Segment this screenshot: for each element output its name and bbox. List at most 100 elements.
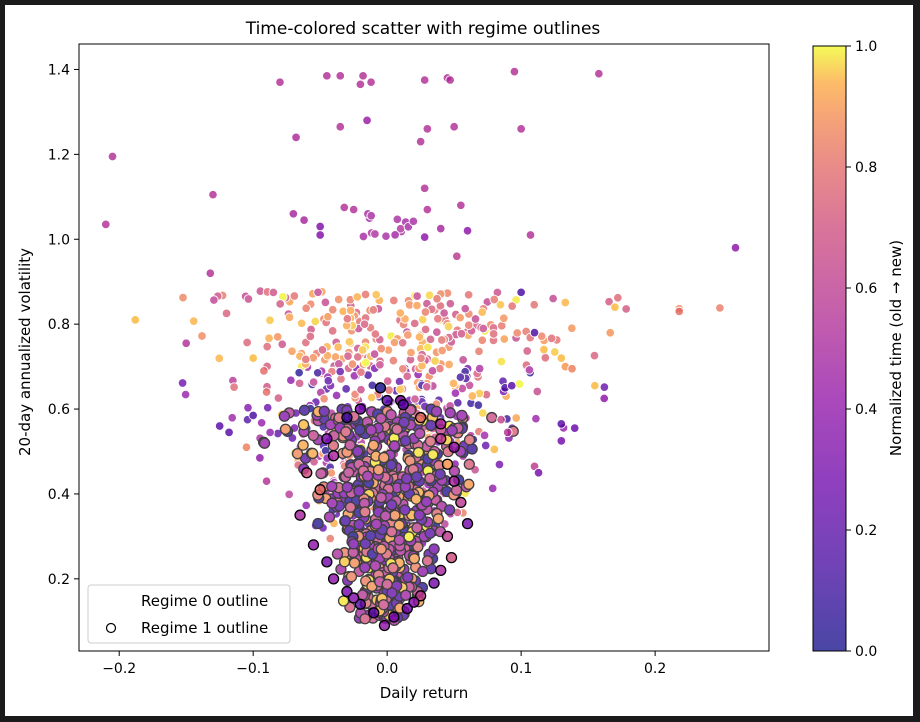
cloud-point: [589, 350, 600, 361]
colorbar-tick-label: 0.0: [855, 644, 877, 660]
data-point-regime-0: [569, 423, 580, 433]
cloud-point: [370, 329, 381, 339]
core-point: [375, 491, 387, 504]
core-point: [412, 541, 424, 553]
core-point: [369, 560, 382, 572]
cloud-point: [402, 371, 413, 381]
core-point: [339, 515, 351, 527]
core-point: [428, 543, 440, 555]
cloud-point: [369, 349, 380, 359]
cloud-point: [323, 376, 334, 386]
core-point: [367, 439, 380, 451]
data-point-regime-0: [275, 77, 285, 87]
core-point: [279, 423, 292, 435]
data-point-regime-0: [556, 419, 567, 429]
cloud-point: [335, 366, 345, 377]
cloud-point: [437, 345, 447, 356]
cloud-point: [410, 394, 420, 404]
cloud-point: [366, 210, 376, 221]
data-point-regime-1: [301, 467, 313, 479]
core-point: [297, 439, 309, 451]
cloud-point: [334, 359, 344, 369]
cloud-point: [715, 303, 725, 313]
cloud-point: [532, 386, 543, 397]
cloud-point: [496, 356, 507, 367]
cloud-point: [341, 384, 351, 394]
cloud-point: [177, 378, 188, 388]
core-point: [424, 435, 437, 448]
core-point: [391, 423, 403, 436]
cloud-point: [458, 355, 468, 365]
core-point: [297, 419, 310, 431]
core-point: [364, 530, 377, 542]
core-point: [365, 424, 377, 436]
cloud-point: [560, 297, 571, 308]
core-point: [385, 409, 397, 421]
cloud-point: [256, 418, 267, 428]
cloud-point: [455, 312, 465, 323]
cloud-point: [388, 355, 399, 366]
cloud-point: [439, 308, 449, 318]
core-point: [348, 557, 361, 569]
cloud-point: [357, 345, 368, 355]
cloud-point: [370, 229, 380, 239]
cloud-point: [294, 378, 305, 389]
core-point: [393, 534, 406, 546]
data-point-regime-0: [299, 215, 309, 225]
core-point: [399, 435, 412, 447]
cloud-point: [395, 384, 405, 395]
data-point-regime-0: [101, 219, 111, 230]
core-point: [353, 485, 365, 497]
core-point: [326, 497, 338, 509]
data-point-regime-1: [354, 403, 367, 415]
core-point: [399, 504, 411, 516]
data-point-regime-0: [730, 242, 741, 253]
cloud-point: [489, 294, 499, 305]
core-point: [420, 496, 433, 508]
cloud-point: [301, 354, 311, 365]
data-point-regime-1: [448, 441, 460, 453]
data-point-regime-1: [415, 411, 427, 424]
cloud-point: [347, 359, 358, 369]
cloud-point: [359, 319, 370, 329]
core-point: [387, 562, 399, 574]
cloud-point: [264, 333, 274, 344]
y-tick-label: 0.6: [48, 402, 70, 418]
cloud-point: [397, 338, 408, 348]
scatter-chart: Time-colored scatter with regime outline…: [16, 19, 905, 702]
cloud-point: [227, 413, 237, 423]
cloud-point: [262, 402, 273, 413]
chart-title: Time-colored scatter with regime outline…: [245, 19, 601, 39]
core-point: [414, 427, 426, 440]
core-point: [318, 405, 330, 417]
core-point: [432, 513, 444, 525]
cloud-point: [599, 382, 610, 392]
core-point: [456, 409, 468, 422]
cloud-point: [463, 290, 474, 300]
core-point: [412, 446, 425, 459]
cloud-point: [243, 294, 254, 304]
data-point-regime-0: [214, 421, 225, 431]
core-point: [425, 419, 437, 432]
core-point: [323, 511, 336, 523]
data-point-regime-0: [205, 268, 216, 278]
data-point-regime-0: [415, 136, 426, 147]
data-point-regime-0: [599, 393, 609, 404]
data-point-regime-1: [428, 577, 440, 589]
cloud-point: [423, 342, 433, 353]
cloud-point: [412, 291, 422, 301]
core-point: [388, 440, 401, 452]
data-point-regime-0: [355, 79, 366, 90]
cloud-point: [360, 357, 371, 368]
core-point: [410, 471, 423, 483]
y-tick-label: 0.2: [48, 572, 70, 588]
cloud-point: [494, 459, 505, 470]
data-point-regime-1: [378, 619, 391, 632]
cloud-point: [358, 231, 369, 242]
cloud-point: [296, 318, 307, 329]
core-point: [463, 434, 476, 446]
cloud-point: [188, 316, 199, 326]
cloud-point: [412, 300, 422, 311]
data-point-regime-0: [507, 380, 517, 391]
cloud-point: [406, 347, 416, 358]
